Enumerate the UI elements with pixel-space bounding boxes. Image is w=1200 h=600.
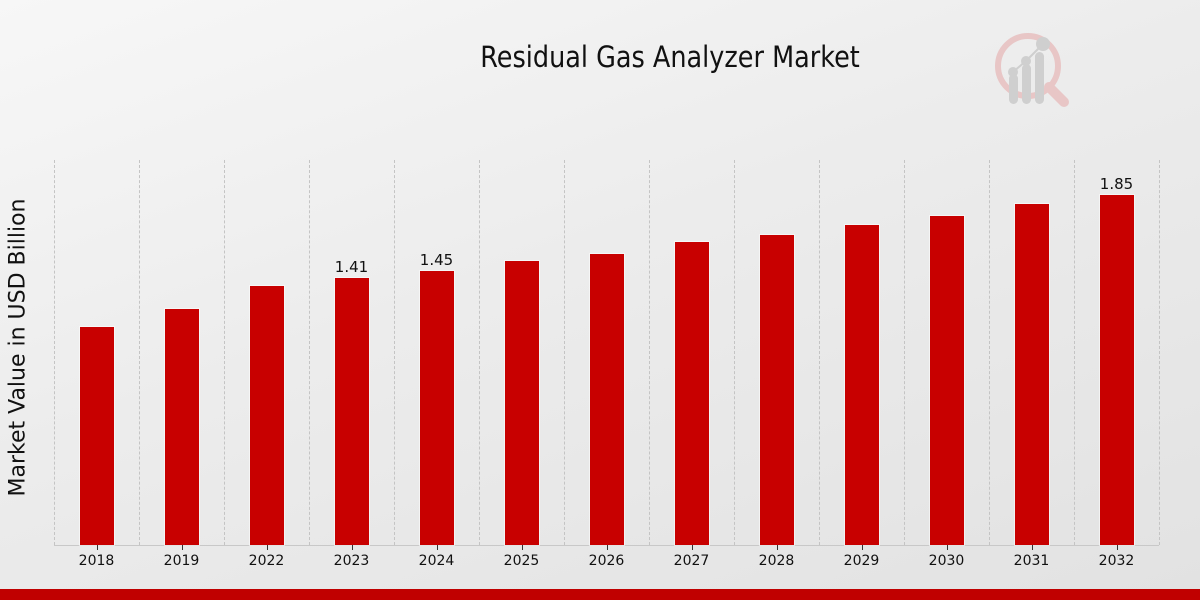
x-tick-label-2031: 2031 [1013, 553, 1050, 569]
x-tick-label-2022: 2022 [248, 553, 285, 569]
footer-bar [0, 589, 1200, 600]
x-tick [266, 545, 268, 550]
bar-2023 [334, 278, 369, 545]
grid-line [309, 160, 310, 545]
x-tick-label-2025: 2025 [503, 553, 540, 569]
bar-2022 [249, 285, 284, 545]
bar-2025 [504, 261, 539, 545]
x-tick [351, 545, 353, 550]
x-tick-label-2030: 2030 [928, 553, 965, 569]
grid-line [1074, 160, 1075, 545]
x-tick [606, 545, 608, 550]
grid-line [904, 160, 905, 545]
x-tick [96, 545, 98, 550]
grid-line [139, 160, 140, 545]
x-tick-label-2019: 2019 [163, 553, 200, 569]
x-tick [776, 545, 778, 550]
x-tick-label-2018: 2018 [78, 553, 115, 569]
data-label-2024: 1.45 [419, 250, 454, 269]
grid-line [479, 160, 480, 545]
x-tick-label-2032: 2032 [1098, 553, 1135, 569]
bar-2031 [1014, 204, 1049, 545]
plot-area: 1.41 1.45 1.85 [54, 160, 1160, 550]
data-label-2032: 1.85 [1099, 174, 1134, 193]
grid-line [1159, 160, 1160, 545]
x-tick [436, 545, 438, 550]
x-tick [1031, 545, 1033, 550]
x-tick-label-2029: 2029 [843, 553, 880, 569]
x-tick-label-2027: 2027 [673, 553, 710, 569]
x-tick [521, 545, 523, 550]
magnifier-bar-chart-logo-icon [995, 33, 1069, 107]
grid-line [54, 160, 55, 545]
x-tick [946, 545, 948, 550]
bar-2029 [844, 225, 879, 545]
bar-2024 [419, 270, 454, 545]
chart-title: Residual Gas Analyzer Market [480, 40, 860, 74]
data-label-2023: 1.41 [334, 258, 369, 277]
x-tick-label-2023: 2023 [333, 553, 370, 569]
grid-line [564, 160, 565, 545]
bar-2030 [929, 215, 964, 545]
bar-2018 [79, 327, 114, 545]
x-tick-label-2028: 2028 [758, 553, 795, 569]
bar-2019 [164, 308, 199, 545]
grid-line [819, 160, 820, 545]
grid-line [989, 160, 990, 545]
x-tick-label-2026: 2026 [588, 553, 625, 569]
bar-2026 [589, 253, 624, 545]
grid-line [734, 160, 735, 545]
grid-line [224, 160, 225, 545]
x-tick [181, 545, 183, 550]
x-tick [691, 545, 693, 550]
x-tick [1116, 545, 1118, 550]
y-axis-label: Market Value in USD Billion [5, 198, 31, 497]
bar-2032 [1099, 194, 1134, 545]
bar-2028 [759, 234, 794, 545]
x-tick-label-2024: 2024 [418, 553, 455, 569]
grid-line [649, 160, 650, 545]
bar-2027 [674, 242, 709, 545]
grid-line [394, 160, 395, 545]
x-tick [861, 545, 863, 550]
